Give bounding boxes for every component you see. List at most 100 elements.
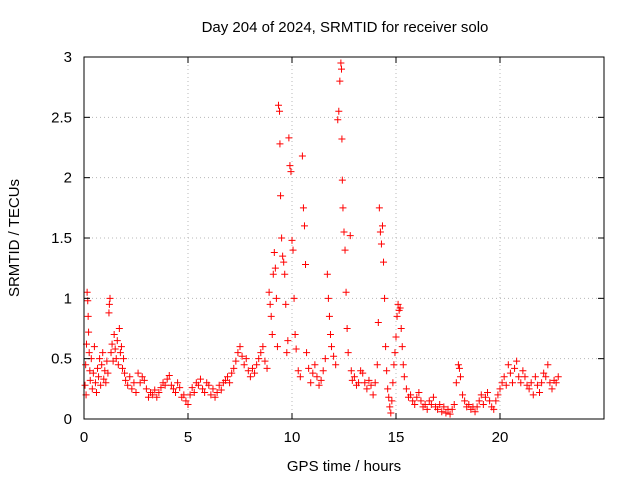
- data-point: [375, 204, 383, 212]
- data-point: [99, 349, 107, 357]
- data-point: [110, 331, 118, 339]
- data-point: [184, 401, 192, 409]
- data-point: [417, 397, 425, 405]
- data-point: [361, 379, 369, 387]
- data-point: [188, 384, 196, 392]
- data-point: [251, 369, 259, 377]
- data-point: [106, 294, 114, 302]
- data-point: [282, 300, 290, 308]
- x-tick-label: 20: [492, 429, 509, 446]
- data-point: [359, 369, 367, 377]
- data-point: [536, 388, 544, 396]
- data-point: [546, 379, 554, 387]
- data-point: [95, 373, 103, 381]
- data-point: [338, 65, 346, 73]
- data-point: [502, 381, 510, 389]
- data-point: [411, 401, 419, 409]
- y-tick-label: 1: [64, 290, 72, 307]
- data-point: [436, 401, 444, 409]
- data-point: [459, 391, 467, 399]
- data-point: [292, 345, 300, 353]
- data-point: [486, 397, 494, 405]
- data-point: [284, 337, 292, 345]
- data-point: [257, 349, 265, 357]
- data-point: [294, 367, 302, 375]
- data-point: [321, 355, 329, 363]
- data-point: [540, 369, 548, 377]
- data-point: [186, 391, 194, 399]
- data-point: [533, 381, 541, 389]
- data-point: [288, 236, 296, 244]
- data-point: [122, 376, 130, 384]
- data-point: [285, 134, 293, 142]
- y-tick-label: 2: [64, 170, 72, 187]
- data-point: [201, 388, 209, 396]
- y-tick-label: 2.5: [51, 109, 72, 126]
- data-point: [423, 405, 431, 413]
- data-point: [391, 349, 399, 357]
- data-point: [215, 381, 223, 389]
- data-point: [279, 252, 287, 260]
- data-point: [165, 372, 173, 380]
- data-point: [452, 379, 460, 387]
- data-point: [330, 352, 338, 360]
- data-point: [386, 403, 394, 411]
- data-point: [334, 116, 342, 124]
- data-point: [291, 331, 299, 339]
- data-point: [287, 168, 295, 176]
- data-point: [492, 397, 500, 405]
- data-point: [504, 361, 512, 369]
- data-point: [506, 369, 514, 377]
- data-point: [326, 331, 334, 339]
- data-point: [313, 373, 321, 381]
- data-point: [263, 364, 271, 372]
- data-point: [413, 393, 421, 401]
- x-tick-label: 10: [284, 429, 301, 446]
- data-point: [381, 294, 389, 302]
- data-point: [454, 361, 462, 369]
- data-point: [230, 364, 238, 372]
- data-point: [500, 373, 508, 381]
- data-point: [276, 140, 284, 148]
- data-point: [153, 393, 161, 401]
- data-point: [350, 373, 358, 381]
- data-point: [209, 385, 217, 393]
- data-point: [511, 364, 519, 372]
- data-point: [319, 367, 327, 375]
- data-point: [85, 349, 93, 357]
- data-point: [91, 379, 99, 387]
- data-point: [190, 388, 198, 396]
- data-point: [224, 373, 232, 381]
- data-point: [182, 397, 190, 405]
- data-point: [465, 401, 473, 409]
- data-point: [473, 403, 481, 411]
- data-point: [531, 373, 539, 381]
- data-point: [374, 318, 382, 326]
- data-point: [172, 388, 180, 396]
- data-point: [384, 385, 392, 393]
- data-point: [244, 367, 252, 375]
- grid: [84, 57, 604, 419]
- data-point: [335, 107, 343, 115]
- data-point: [114, 361, 122, 369]
- data-point: [471, 408, 479, 416]
- data-point: [434, 405, 442, 413]
- x-tick-label: 15: [388, 429, 405, 446]
- data-point: [97, 381, 105, 389]
- data-point: [340, 228, 348, 236]
- data-point: [142, 385, 150, 393]
- x-tick-label: 5: [184, 429, 192, 446]
- data-point: [226, 379, 234, 387]
- data-point: [261, 357, 269, 365]
- axis-ticks: 0 5 10 15 20 0 0.5 1 1.5 2 2.5 3: [51, 49, 604, 446]
- data-point: [455, 364, 463, 372]
- data-point: [519, 367, 527, 375]
- data-point: [523, 381, 531, 389]
- x-axis-label: GPS time / hours: [287, 458, 401, 475]
- data-point: [317, 376, 325, 384]
- data-point: [82, 361, 90, 369]
- data-point: [246, 373, 254, 381]
- data-point: [544, 361, 552, 369]
- data-point: [211, 393, 219, 401]
